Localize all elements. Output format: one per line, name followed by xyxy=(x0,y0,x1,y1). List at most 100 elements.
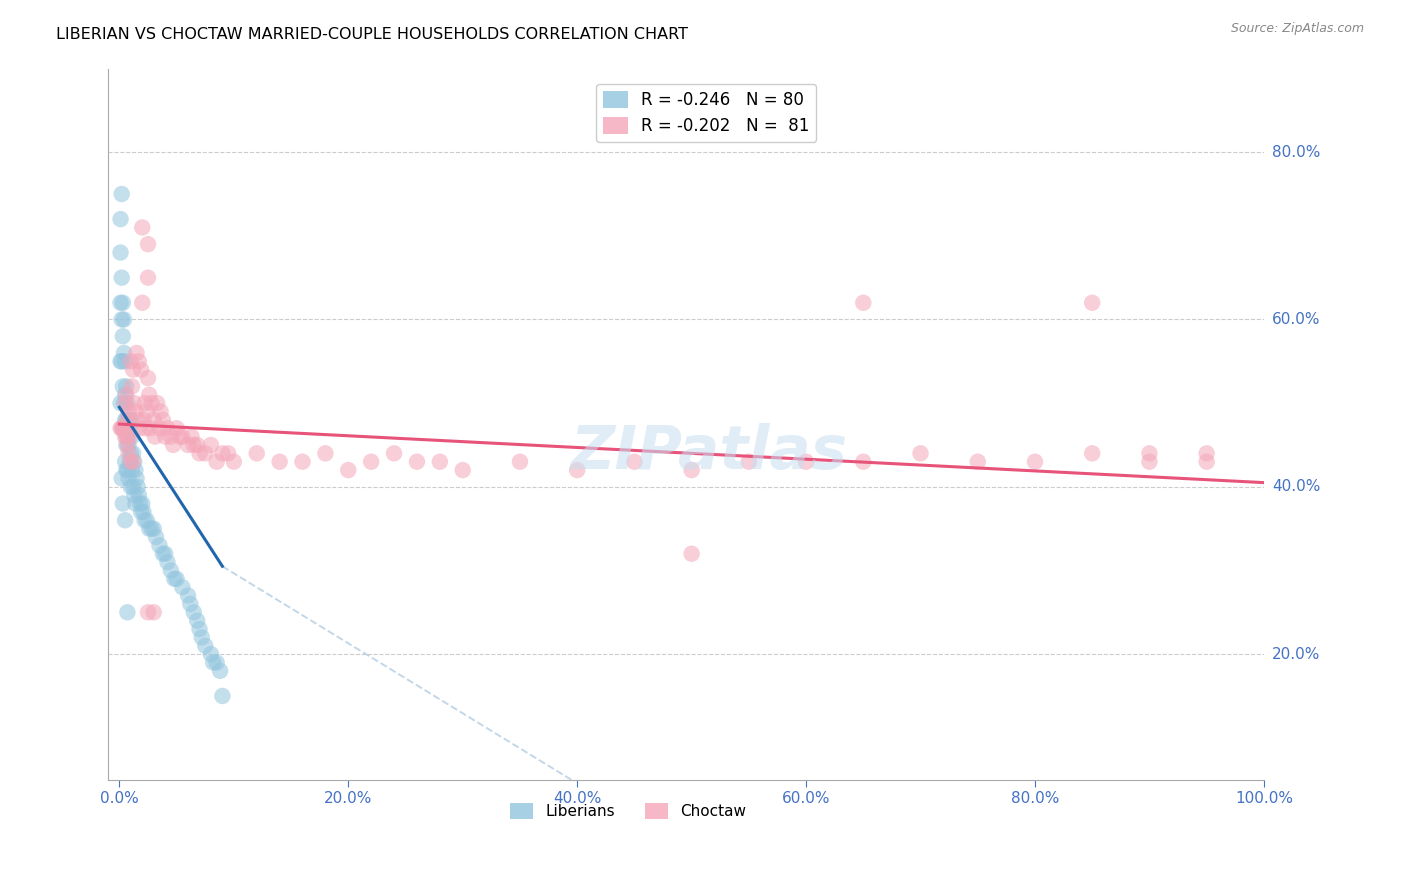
Text: LIBERIAN VS CHOCTAW MARRIED-COUPLE HOUSEHOLDS CORRELATION CHART: LIBERIAN VS CHOCTAW MARRIED-COUPLE HOUSE… xyxy=(56,27,689,42)
Point xyxy=(142,413,165,427)
Point xyxy=(183,605,205,619)
Legend: Liberians, Choctaw: Liberians, Choctaw xyxy=(503,797,752,825)
Point xyxy=(131,295,153,310)
Point xyxy=(111,186,134,201)
Point xyxy=(117,446,139,460)
Text: 80.0%: 80.0% xyxy=(1272,145,1320,160)
Point xyxy=(180,429,202,443)
Point xyxy=(188,622,211,636)
Point xyxy=(217,446,239,460)
Point xyxy=(153,547,176,561)
Point xyxy=(127,480,149,494)
Point xyxy=(111,379,134,393)
Point xyxy=(142,522,165,536)
Point xyxy=(152,413,174,427)
Point xyxy=(177,589,200,603)
Point xyxy=(136,237,159,252)
Point xyxy=(114,513,136,527)
Point xyxy=(146,396,169,410)
Point xyxy=(117,413,139,427)
Point xyxy=(209,664,232,678)
Point xyxy=(122,396,145,410)
Point xyxy=(110,354,132,368)
Point xyxy=(120,455,142,469)
Point xyxy=(111,329,134,343)
Point xyxy=(129,497,152,511)
Point xyxy=(910,446,932,460)
Point xyxy=(186,614,208,628)
Point xyxy=(200,647,222,661)
Point xyxy=(145,530,167,544)
Point xyxy=(114,388,136,402)
Text: ZIPatlas: ZIPatlas xyxy=(571,423,848,482)
Point xyxy=(166,421,188,435)
Point xyxy=(117,404,139,418)
Point xyxy=(129,421,152,435)
Point xyxy=(188,446,211,460)
Point xyxy=(623,455,645,469)
Point xyxy=(794,455,817,469)
Text: Source: ZipAtlas.com: Source: ZipAtlas.com xyxy=(1230,22,1364,36)
Point xyxy=(172,429,194,443)
Point xyxy=(112,346,135,360)
Point xyxy=(117,471,139,485)
Point xyxy=(115,388,138,402)
Point xyxy=(117,463,139,477)
Point xyxy=(111,312,134,326)
Point xyxy=(142,605,165,619)
Point xyxy=(124,497,146,511)
Point xyxy=(183,438,205,452)
Point xyxy=(111,295,134,310)
Point xyxy=(138,522,160,536)
Point xyxy=(1195,455,1218,469)
Point xyxy=(128,488,150,502)
Point xyxy=(120,354,142,368)
Point xyxy=(136,371,159,385)
Point xyxy=(110,421,132,435)
Point xyxy=(141,396,163,410)
Point xyxy=(117,413,139,427)
Point xyxy=(179,597,201,611)
Point xyxy=(134,396,156,410)
Point xyxy=(132,413,155,427)
Point xyxy=(117,605,139,619)
Point xyxy=(136,270,159,285)
Point xyxy=(117,438,139,452)
Point xyxy=(451,463,474,477)
Point xyxy=(118,429,141,443)
Text: 20.0%: 20.0% xyxy=(1272,647,1320,662)
Point xyxy=(135,421,157,435)
Text: 40.0%: 40.0% xyxy=(1272,479,1320,494)
Point xyxy=(129,362,152,376)
Point xyxy=(1081,295,1104,310)
Point xyxy=(129,505,152,519)
Point xyxy=(117,438,139,452)
Point xyxy=(205,656,228,670)
Point xyxy=(122,455,145,469)
Point xyxy=(115,413,138,427)
Point xyxy=(509,455,531,469)
Point xyxy=(172,580,194,594)
Point xyxy=(156,421,179,435)
Point xyxy=(429,455,451,469)
Point xyxy=(136,605,159,619)
Point xyxy=(152,547,174,561)
Point xyxy=(191,631,214,645)
Point xyxy=(122,488,145,502)
Point xyxy=(138,388,160,402)
Point xyxy=(115,379,138,393)
Point xyxy=(139,421,162,435)
Point xyxy=(131,220,153,235)
Point xyxy=(111,421,134,435)
Point xyxy=(121,429,143,443)
Point xyxy=(360,455,382,469)
Point xyxy=(852,295,875,310)
Point xyxy=(122,480,145,494)
Point xyxy=(110,396,132,410)
Point xyxy=(120,413,142,427)
Point xyxy=(337,463,360,477)
Point xyxy=(156,555,179,569)
Point xyxy=(205,455,228,469)
Point xyxy=(128,354,150,368)
Point xyxy=(1024,455,1046,469)
